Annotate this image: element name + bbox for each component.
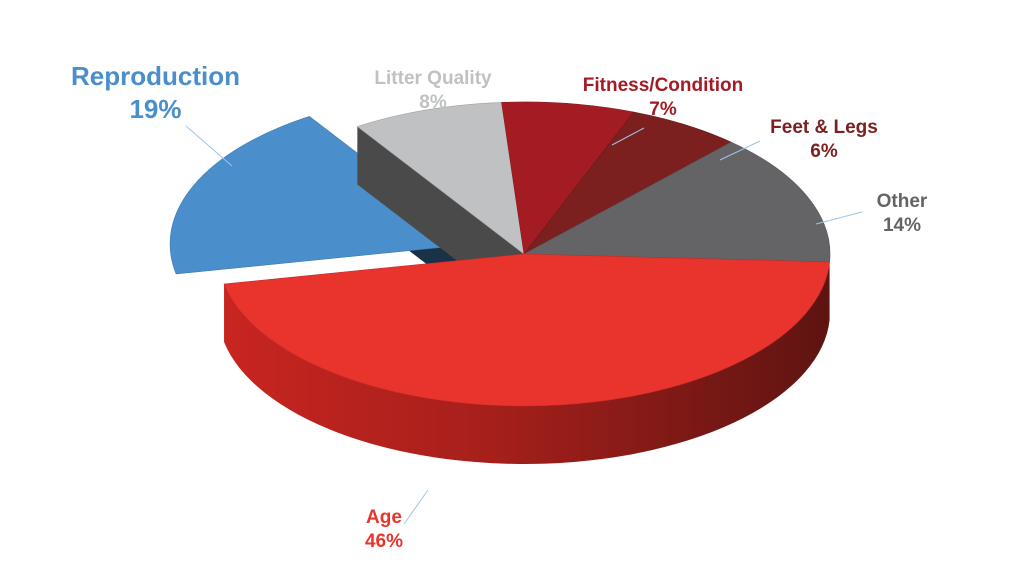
label-reproduction-value: 19% <box>129 93 182 124</box>
slice-age-side <box>224 261 830 465</box>
leader-feet-legs <box>719 140 761 161</box>
slice-reproduction-top <box>169 116 477 275</box>
slice-age <box>223 253 830 465</box>
leader-fitness-condition <box>611 127 645 146</box>
label-fitness-condition-value: 7% <box>649 98 677 120</box>
slice-age-top <box>223 253 830 407</box>
slice-fitness-condition-top <box>501 101 635 255</box>
leader-other <box>815 211 863 225</box>
label-feet-legs-value: 6% <box>810 140 838 162</box>
leader-age <box>403 489 429 525</box>
label-other: Other 14% <box>856 190 948 238</box>
label-litter-quality: Litter Quality 8% <box>352 67 514 115</box>
slice-other-top <box>522 141 831 263</box>
leader-reproduction <box>185 125 233 167</box>
label-feet-legs-name: Feet & Legs <box>770 117 878 138</box>
label-other-value: 14% <box>882 214 922 236</box>
label-other-name: Other <box>876 191 928 212</box>
label-fitness-condition: Fitness/Condition 7% <box>558 74 768 122</box>
label-feet-legs: Feet & Legs 6% <box>750 116 898 164</box>
label-litter-quality-value: 8% <box>419 91 447 113</box>
label-age-name: Age <box>366 507 402 528</box>
label-reproduction: Reproduction 19% <box>48 60 263 125</box>
label-fitness-condition-name: Fitness/Condition <box>582 75 744 96</box>
slice-litter-quality-top <box>356 102 525 255</box>
label-reproduction-name: Reproduction <box>71 61 240 91</box>
slice-other <box>522 141 831 263</box>
label-age: Age 46% <box>344 506 424 554</box>
slice-fitness-condition <box>501 101 635 255</box>
label-age-value: 46% <box>364 530 404 552</box>
label-litter-quality-name: Litter Quality <box>374 68 492 89</box>
